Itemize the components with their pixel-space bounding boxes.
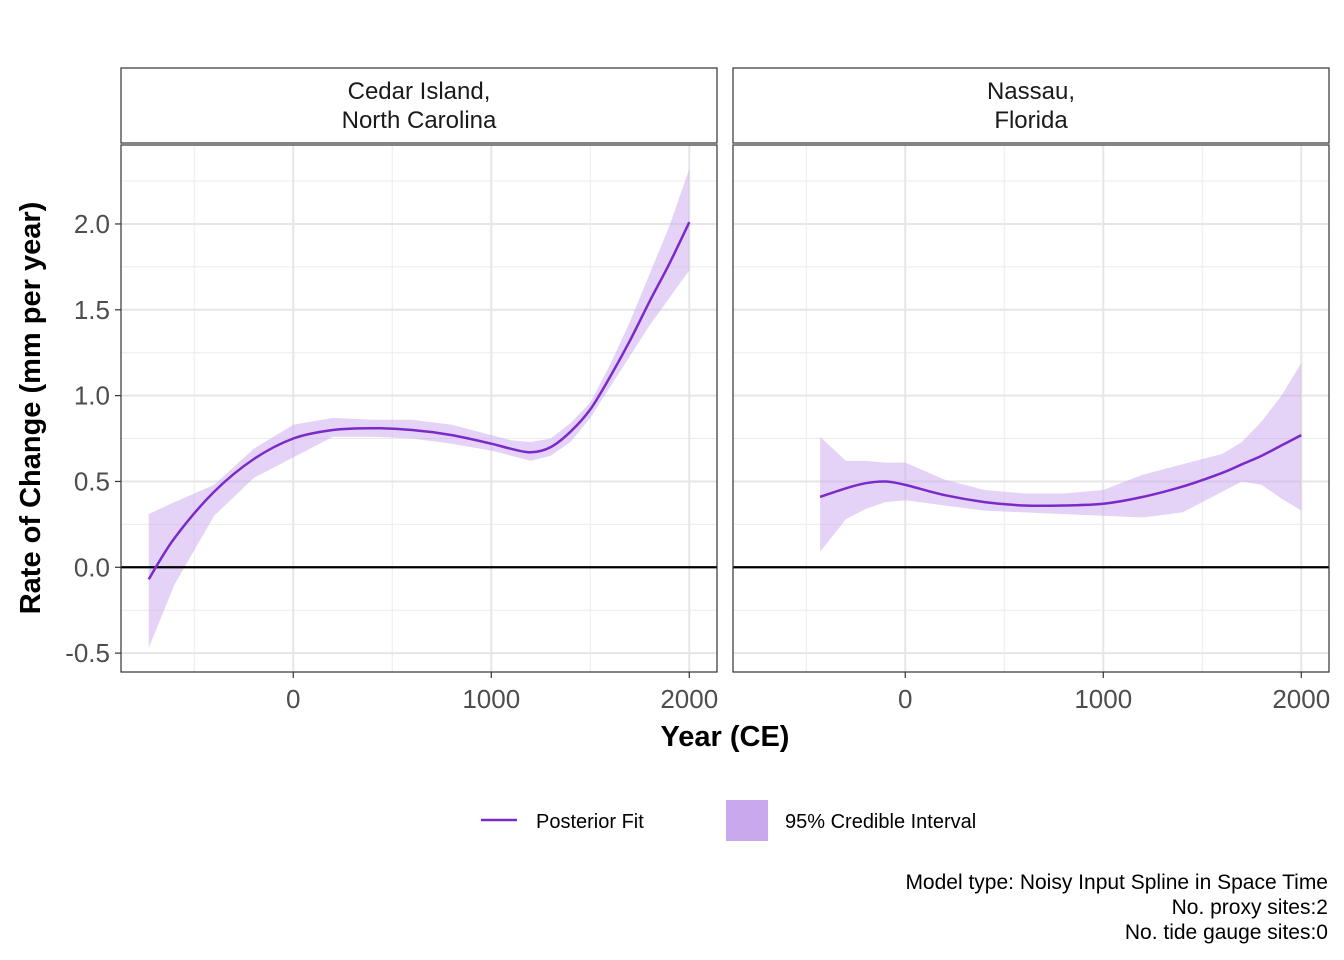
y-tick-label: 0.5 [74, 466, 110, 496]
y-axis-title: Rate of Change (mm per year) [15, 202, 47, 615]
y-tick-label: 1.0 [74, 381, 110, 411]
x-tick-label: 1000 [1074, 684, 1132, 714]
panel-border [120, 144, 718, 673]
panel-border [732, 144, 1330, 673]
facet-strip-label: Florida [994, 107, 1068, 134]
y-tick-label: 0.0 [74, 552, 110, 582]
caption-line: No. tide gauge sites:0 [1125, 921, 1328, 944]
posterior-fit-line [147, 221, 691, 580]
facet-strip-label: Nassau, [987, 78, 1075, 105]
facet-strip [120, 67, 718, 144]
x-tick-label: 2000 [660, 684, 718, 714]
caption: Model type: Noisy Input Spline in Space … [905, 871, 1328, 944]
panel-background [733, 145, 1329, 672]
facet-strip-label: North Carolina [342, 107, 497, 134]
x-axis-title: Year (CE) [661, 721, 790, 753]
x-tick-label: 0 [898, 684, 912, 714]
legend-interval-label: 95% Credible Interval [785, 811, 976, 833]
x-tick-label: 2000 [1272, 684, 1330, 714]
facet-strip [732, 67, 1330, 144]
y-tick-label: -0.5 [65, 638, 110, 668]
x-tick-label: 0 [286, 684, 300, 714]
caption-line: No. proxy sites:2 [1172, 896, 1328, 919]
facet-strip-label: Cedar Island, [348, 78, 491, 105]
credible-interval-band [820, 363, 1302, 552]
legend-fit-label: Posterior Fit [536, 811, 644, 833]
caption-line: Model type: Noisy Input Spline in Space … [905, 871, 1328, 894]
panel-background [121, 145, 717, 672]
legend: Posterior Fit 95% Credible Interval [481, 800, 976, 841]
panel-2: Nassau,Florida 0 1000 2000 [732, 67, 1330, 714]
y-tick-label: 1.5 [74, 295, 110, 325]
x-tick-label: 1000 [462, 684, 520, 714]
y-tick-label: 2.0 [74, 209, 110, 239]
panel-1: Cedar Island,North Carolina 0 1000 2000 -0.5… [65, 67, 718, 714]
legend-interval-key [726, 800, 768, 841]
posterior-fit-line [819, 433, 1302, 508]
